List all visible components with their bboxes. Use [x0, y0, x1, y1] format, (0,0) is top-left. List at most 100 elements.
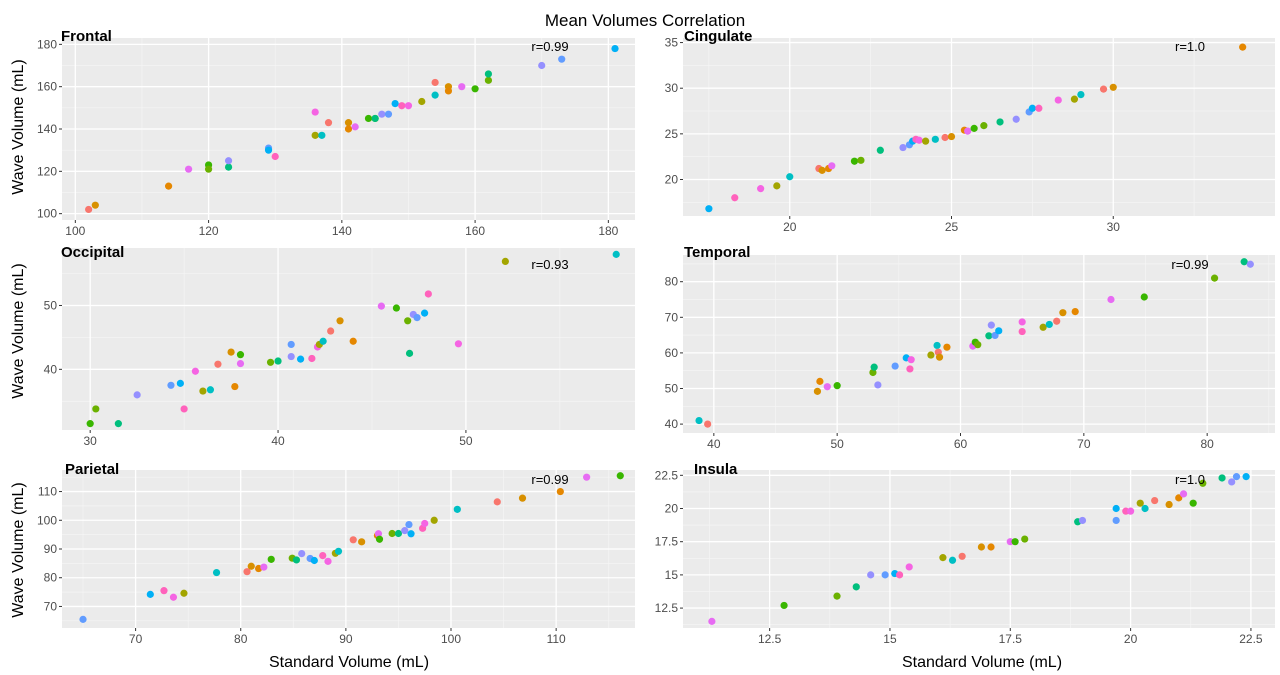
data-point [1228, 478, 1236, 486]
data-point [1107, 295, 1115, 304]
x-tick-label: 120 [199, 224, 219, 238]
data-point [271, 152, 279, 161]
data-point [708, 617, 716, 625]
data-point [1240, 258, 1248, 266]
data-point [823, 383, 831, 391]
data-point [287, 340, 295, 349]
data-point [1112, 516, 1120, 525]
data-point [816, 377, 824, 385]
y-tick-label: 160 [37, 80, 57, 94]
x-tick-label: 20 [1124, 632, 1138, 646]
data-point [980, 122, 988, 130]
data-point [518, 494, 527, 502]
y-tick-label: 70 [44, 599, 58, 613]
x-tick-label: 40 [271, 434, 285, 448]
data-point [431, 91, 439, 99]
data-point [850, 157, 859, 165]
data-point [1039, 323, 1047, 331]
data-point [212, 568, 221, 577]
data-point [180, 405, 188, 413]
data-point [987, 543, 995, 551]
data-point [611, 44, 619, 53]
y-tick-label: 30 [665, 81, 679, 95]
x-tick-label: 110 [547, 632, 566, 646]
data-point [1018, 318, 1026, 326]
data-point [319, 552, 327, 560]
panel-title: Frontal [61, 28, 112, 45]
panel-insula: 12.5 15 17.5 20 22.5 12.5 15 17.5 20 22.5 r=1.0 Ins… [655, 461, 1275, 646]
data-point [780, 601, 788, 610]
data-point [705, 205, 713, 213]
data-point [891, 362, 899, 370]
y-tick-label: 35 [665, 36, 679, 50]
data-point [1099, 85, 1108, 93]
y-tick-label: 70 [665, 310, 679, 324]
data-point [86, 420, 94, 428]
data-point [413, 314, 421, 322]
data-point [1175, 494, 1183, 502]
data-point [757, 185, 765, 193]
data-point [274, 357, 282, 365]
panel-title: Temporal [684, 244, 750, 261]
data-point [344, 125, 353, 133]
panel-title: Insula [694, 461, 738, 478]
data-point [310, 556, 318, 565]
x-tick-label: 90 [339, 632, 353, 646]
data-point [266, 358, 275, 366]
data-point [453, 505, 461, 513]
data-point [471, 85, 479, 93]
data-point [1054, 96, 1062, 104]
correlation-annotation: r=0.93 [531, 257, 568, 272]
data-point [1232, 473, 1241, 481]
panel-parietal: 70 80 90 100 110 70 80 90 100 110 r=0.99 Parietal [37, 461, 635, 646]
data-point [308, 354, 316, 363]
data-point [398, 102, 406, 110]
panel-background [683, 38, 1275, 216]
x-tick-label: 70 [129, 632, 143, 646]
y-axis-label-top: Wave Volume (mL) [10, 59, 27, 194]
data-point [1189, 499, 1197, 507]
x-tick-label: 80 [1200, 437, 1214, 451]
data-point [1018, 327, 1026, 336]
x-tick-label: 40 [707, 437, 721, 451]
data-point [204, 165, 213, 173]
data-point [927, 351, 935, 359]
data-point [731, 194, 739, 202]
y-axis-label-bottom: Wave Volume (mL) [10, 482, 27, 617]
data-point [833, 592, 841, 600]
data-point [987, 321, 995, 329]
data-point [616, 472, 624, 480]
data-point [870, 363, 878, 371]
data-point [384, 110, 393, 118]
data-point [401, 527, 409, 535]
data-point [91, 201, 99, 209]
correlation-annotation: r=1.0 [1175, 472, 1205, 487]
data-point [1059, 309, 1067, 317]
data-point [431, 78, 439, 87]
data-point [418, 97, 426, 106]
panel-background [62, 248, 635, 430]
data-point [695, 416, 703, 425]
data-point [420, 309, 429, 317]
y-tick-label: 140 [37, 122, 57, 136]
y-tick-label: 12.5 [655, 601, 679, 615]
data-point [298, 549, 306, 558]
data-point [180, 589, 188, 597]
data-point [184, 165, 193, 173]
y-tick-label: 80 [44, 571, 58, 585]
data-point [454, 340, 463, 348]
data-point [114, 420, 122, 428]
data-point [247, 562, 255, 570]
correlation-annotation: r=0.99 [531, 39, 568, 54]
data-point [287, 352, 295, 361]
data-point [907, 356, 915, 364]
data-point [881, 571, 889, 579]
y-axis-label-middle: Wave Volume (mL) [10, 263, 27, 398]
x-tick-label: 100 [65, 224, 85, 238]
data-point [424, 290, 432, 298]
data-point [404, 317, 412, 325]
x-tick-label: 60 [954, 437, 968, 451]
data-point [538, 61, 546, 70]
data-point [948, 556, 957, 564]
data-point [236, 359, 245, 368]
